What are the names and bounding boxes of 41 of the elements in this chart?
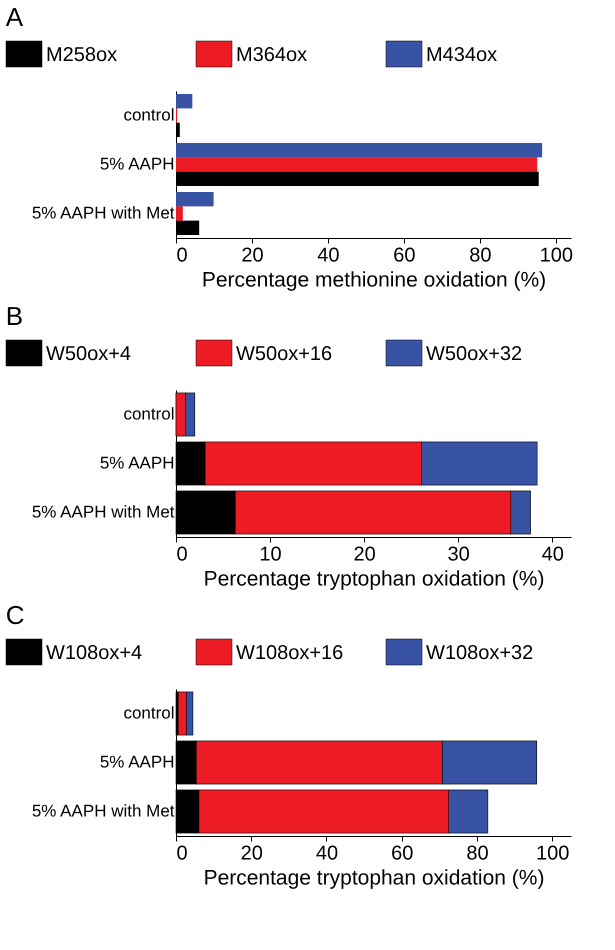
y-tick-label: control <box>123 404 174 424</box>
y-tick-label: control <box>123 704 174 722</box>
x-axis-title: Percentage methionine oxidation (%) <box>202 268 546 292</box>
x-tick-label: 20 <box>240 842 263 864</box>
x-tick-label: 80 <box>466 842 489 864</box>
legend-label: W50ox+4 <box>46 343 132 365</box>
x-tick-label: 60 <box>391 842 414 864</box>
x-tick-label: 40 <box>317 244 340 266</box>
x-tick-label: 10 <box>259 544 282 566</box>
legend-label: W108ox+32 <box>426 642 534 664</box>
legend-label: M364ox <box>236 44 308 66</box>
y-tick-label: 5% AAPH <box>100 154 174 174</box>
x-tick-label: 20 <box>241 244 264 266</box>
y-tick-label: 5% AAPH <box>100 752 174 772</box>
legend-label: W108ox+4 <box>46 642 142 664</box>
x-tick-label: 100 <box>540 244 573 266</box>
legend-label: W108ox+16 <box>236 642 344 664</box>
y-tick-label: 5% AAPH with Met <box>32 502 175 522</box>
legend-label: W50ox+32 <box>426 343 522 365</box>
x-tick-label: 0 <box>176 244 188 266</box>
chart-title: C <box>6 600 25 630</box>
y-tick-label: 5% AAPH <box>100 454 174 472</box>
x-axis-title: Percentage tryptophan oxidation (%) <box>204 568 544 590</box>
x-axis-title: Percentage tryptophan oxidation (%) <box>204 866 544 890</box>
x-tick-label: 30 <box>448 544 470 566</box>
x-tick-label: 100 <box>536 842 570 864</box>
y-tick-label: 5% AAPH with Met <box>32 204 175 222</box>
chart-title: A <box>6 2 24 32</box>
x-tick-label: 20 <box>353 544 376 566</box>
legend-label: M258ox <box>46 44 118 66</box>
x-tick-label: 40 <box>542 544 564 566</box>
x-tick-label: 40 <box>316 842 338 864</box>
x-tick-label: 60 <box>393 244 416 266</box>
legend-label: W50ox+16 <box>236 343 332 365</box>
y-tick-label: control <box>123 106 174 124</box>
x-tick-label: 0 <box>176 842 188 864</box>
y-tick-label: 5% AAPH with Met <box>32 802 175 820</box>
x-tick-label: 80 <box>469 244 492 266</box>
legend-label: M434ox <box>426 44 498 66</box>
x-tick-label: 0 <box>176 544 188 566</box>
chart-title: B <box>6 301 24 331</box>
